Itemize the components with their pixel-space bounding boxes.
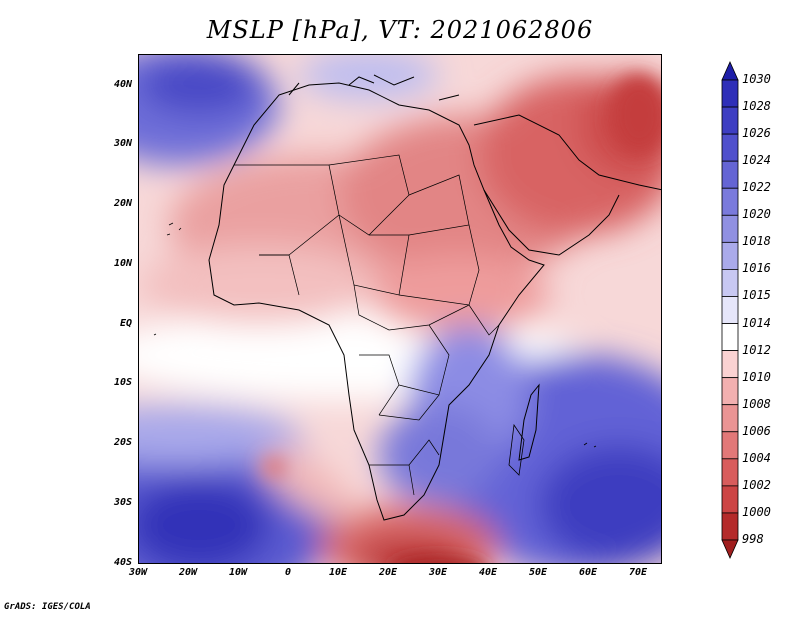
lat-tick-label: 30S [113, 497, 132, 508]
lat-tick-label: 10S [113, 377, 132, 388]
lat-tick-label: 10N [113, 258, 132, 269]
lat-tick-label: 30N [113, 138, 132, 149]
colorbar-swatch [721, 160, 739, 189]
lat-tick-label: 20N [113, 198, 132, 209]
pressure-details [262, 75, 661, 563]
lon-tick-label: 30E [428, 567, 448, 578]
colorbar-swatch [721, 539, 739, 559]
borders [234, 154, 500, 496]
chart-title: MSLP [hPa], VT: 2021062806 [206, 16, 594, 44]
colorbar-swatch [721, 187, 739, 216]
colorbar-swatch [721, 241, 739, 270]
colorbar-level-label: 1020 [742, 207, 771, 222]
lat-tick-label: 40N [113, 79, 132, 90]
lon-tick-label: 10E [328, 567, 348, 578]
colorbar-level-label: 1004 [742, 450, 771, 465]
lon-tick-label: 60E [578, 567, 598, 578]
coastlines [208, 74, 661, 521]
colorbar-swatch [721, 404, 739, 433]
colorbar-level-label: 1018 [742, 234, 771, 249]
lon-tick-label: 0 [284, 567, 292, 578]
colorbar-swatch [721, 214, 739, 243]
colorbar-level-label: 1024 [742, 153, 771, 168]
colorbar-swatch [721, 79, 739, 108]
colorbar-level-label: 1014 [742, 315, 771, 330]
lat-tick-label: 40S [113, 557, 132, 568]
colorbar-level-label: 1016 [742, 261, 771, 276]
colorbar-swatch [721, 323, 739, 351]
colorbar-level-label: 1010 [742, 369, 771, 384]
lon-tick-label: 30W [128, 567, 148, 578]
lon-tick-label: 10W [228, 567, 248, 578]
colorbar-swatch [721, 350, 739, 379]
lon-tick-label: 40E [478, 567, 498, 578]
colorbar-level-label: 1000 [742, 504, 771, 519]
colorbar-level-label: 1028 [742, 99, 771, 114]
islands [153, 222, 597, 476]
colorbar-level-label: 1022 [742, 180, 771, 195]
colorbar [721, 61, 739, 559]
lon-tick-label: 50E [528, 567, 548, 578]
colorbar-swatch [721, 377, 739, 406]
lon-tick-label: 20W [178, 567, 198, 578]
colorbar-swatch [721, 431, 739, 460]
colorbar-swatch [721, 61, 739, 81]
colorbar-swatch [721, 296, 739, 324]
colorbar-level-label: 1012 [742, 342, 771, 357]
colorbar-swatch [721, 106, 739, 135]
footer-credit: GrADS: IGES/COLA [4, 602, 91, 612]
colorbar-swatch [721, 269, 739, 297]
colorbar-level-label: 1002 [742, 477, 771, 492]
lon-tick-label: 20E [378, 567, 398, 578]
colorbar-level-label: 1015 [742, 288, 771, 303]
lat-tick-label: EQ [119, 318, 132, 329]
colorbar-level-label: 1008 [742, 396, 771, 411]
colorbar-swatch [721, 485, 739, 514]
colorbar-swatch [721, 133, 739, 162]
colorbar-level-label: 998 [742, 532, 764, 546]
colorbar-level-label: 1006 [742, 423, 771, 438]
colorbar-level-label: 1026 [742, 126, 771, 141]
lat-tick-label: 20S [113, 437, 132, 448]
colorbar-swatch [721, 458, 739, 487]
colorbar-level-label: 1030 [742, 72, 771, 86]
colorbar-swatch [721, 512, 739, 541]
lon-tick-label: 70E [628, 567, 648, 578]
pressure-map [138, 54, 662, 564]
